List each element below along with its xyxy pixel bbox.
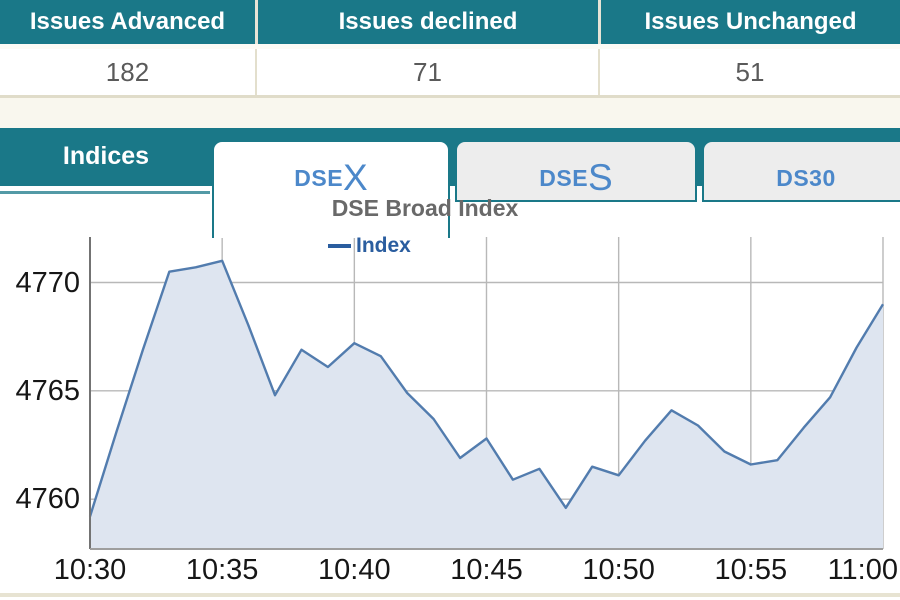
bottom-divider: [0, 593, 900, 597]
indices-tab-bar: Indices DSE X DSE S DS30 DSE Broad Index: [0, 128, 900, 238]
table-divider: [0, 44, 900, 49]
tab-dsex-label-small: DSE: [294, 165, 344, 191]
tab-dses[interactable]: DSE S: [455, 140, 697, 202]
indices-panel-label: Indices: [62, 142, 150, 170]
y-axis-tick-label: 4760: [15, 483, 80, 516]
index-chart: Index 4760 4765 4770 10:30 10:35 10:40 10:45 10…: [0, 225, 900, 600]
issues-unchanged-value: 51: [598, 49, 900, 95]
tab-dsex-label-big: X: [343, 157, 368, 198]
x-axis-tick-label: 10:30: [53, 554, 127, 586]
tab-ds30-label: DS30: [776, 165, 836, 191]
x-axis-tick-label: 10:40: [318, 554, 391, 586]
legend-series-label: Index: [356, 234, 411, 257]
legend-line-swatch: [328, 244, 351, 248]
indices-underline: [0, 191, 210, 194]
x-axis-tick-label: 11:00: [827, 554, 898, 586]
tab-dses-label-big: S: [588, 157, 613, 198]
chart-title: DSE Broad Index: [331, 195, 519, 221]
chart-legend: Index: [328, 234, 411, 258]
issues-table-value-row: 182 71 51: [0, 49, 900, 98]
x-axis-tick-label: 10:45: [450, 554, 523, 586]
x-axis-tick-label: 10:50: [582, 554, 655, 586]
issues-table-header-row: Issues Advanced Issues declined Issues U…: [0, 0, 900, 44]
tab-dsex[interactable]: DSE X: [212, 140, 450, 238]
issues-unchanged-header: Issues Unchanged: [598, 0, 900, 44]
tab-ds30[interactable]: DS30: [702, 140, 900, 202]
y-axis-tick-label: 4765: [15, 374, 80, 407]
x-axis-tick-label: 10:35: [185, 554, 259, 586]
x-axis-tick-label: 10:55: [714, 554, 788, 586]
issues-declined-value: 71: [255, 49, 598, 95]
issues-advanced-header: Issues Advanced: [29, 8, 226, 35]
y-axis-tick-label: 4770: [15, 266, 80, 299]
issues-summary-table: Issues Advanced Issues declined Issues U…: [0, 0, 900, 128]
issues-declined-header: Issues declined: [255, 0, 598, 44]
tab-dses-label-small: DSE: [539, 165, 589, 191]
issues-advanced-value: 182: [105, 56, 150, 87]
area-chart-canvas: [88, 237, 885, 550]
